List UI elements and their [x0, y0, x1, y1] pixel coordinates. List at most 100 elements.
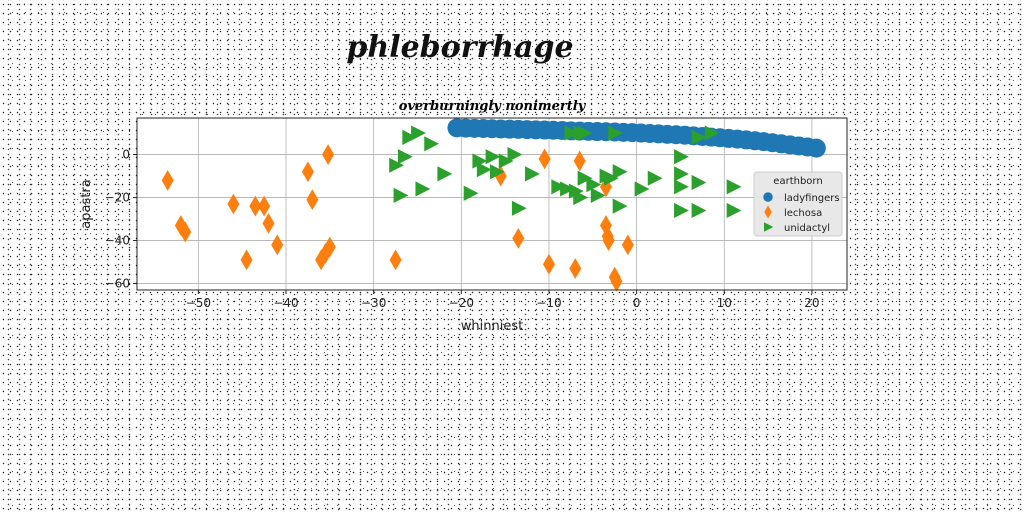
unidactyl-point [691, 174, 707, 191]
unidactyl-point [551, 179, 567, 195]
unidactyl-point [586, 177, 602, 193]
unidactyl-point [674, 166, 689, 182]
x-axis-label: whinniest [461, 319, 523, 334]
legend-title: earthborn [773, 176, 822, 187]
unidactyl-point [691, 129, 707, 145]
lechosa-point [227, 193, 240, 215]
lechosa-point [610, 271, 623, 292]
y-tick-label: −40 [105, 234, 130, 248]
lechosa-point [389, 249, 402, 271]
unidactyl-point [560, 181, 575, 197]
unidactyl-point [389, 157, 404, 173]
unidactyl-point [573, 189, 589, 206]
y-axis-ticks: 0 −20 −40 −60 [105, 148, 137, 291]
lechosa-point [602, 230, 615, 251]
legend-marker [764, 222, 774, 232]
lechosa-point [249, 195, 262, 217]
unidactyl-point [507, 146, 523, 163]
y-tick-label: −20 [105, 191, 130, 205]
lechosa-point [494, 165, 507, 187]
lechosa-point [569, 258, 582, 279]
legend-item: ladyfingers [763, 192, 840, 204]
lechosa-point [542, 253, 555, 275]
unidactyl-point [612, 198, 628, 214]
unidactyl-point [525, 166, 540, 182]
unidactyl-point [397, 149, 413, 165]
y-tick-label: −60 [105, 277, 130, 291]
unidactyl-point [691, 202, 707, 219]
lechosa-point [161, 169, 174, 191]
unidactyl-point [393, 187, 409, 203]
unidactyl-point [726, 202, 742, 219]
unidactyl-point [476, 162, 492, 178]
unidactyl-point [612, 164, 628, 180]
lechosa-point [599, 176, 612, 198]
lechosa-point [262, 212, 275, 234]
unidactyl-point [590, 187, 606, 203]
unidactyl-point [424, 136, 440, 152]
legend-marker [763, 192, 773, 202]
unidactyl-point [704, 125, 720, 141]
lechosa-point [573, 150, 586, 172]
unidactyl-point [608, 125, 624, 141]
legend-items: ladyfingers lechosa unidactyl [763, 192, 840, 234]
x-tick-label: 20 [804, 296, 819, 310]
unidactyl-point [726, 179, 742, 195]
unidactyl-point [577, 125, 593, 141]
lechosa-point [271, 234, 284, 256]
x-axis-ticks: −50 −40 −30 −20 −10 0 10 20 [186, 290, 820, 310]
x-tick-label: 10 [717, 296, 732, 310]
unidactyl-point [511, 200, 527, 216]
unidactyl-point [498, 153, 514, 169]
unidactyl-point [674, 149, 689, 165]
chart-title: overburningly nonimertly [399, 99, 587, 114]
legend: earthborn ladyfingers lechosa unidactyl [753, 171, 843, 237]
lechosa-point [621, 234, 634, 256]
lechosa-point [538, 148, 551, 170]
legend-label: ladyfingers [784, 193, 840, 204]
unidactyl-point [568, 183, 584, 199]
x-tick-label: −20 [449, 296, 474, 310]
plot-frame [136, 117, 848, 291]
legend-item: lechosa [764, 205, 822, 219]
unidactyl-point [634, 181, 650, 197]
unidactyl-point [402, 129, 418, 145]
lechosa-point [258, 195, 271, 217]
series-unidactyl [389, 125, 742, 219]
legend-item: unidactyl [764, 222, 830, 234]
unidactyl-point [463, 185, 479, 201]
unidactyl-point [603, 170, 619, 186]
x-tick-label: 0 [633, 296, 641, 310]
series-lechosa [161, 144, 634, 292]
x-tick-label: −50 [186, 296, 211, 310]
lechosa-point [512, 228, 525, 249]
lechosa-point [179, 221, 192, 243]
unidactyl-point [437, 166, 453, 182]
y-axis-label: apastra [79, 179, 94, 228]
unidactyl-point [411, 125, 426, 141]
legend-label: lechosa [784, 208, 822, 219]
unidactyl-point [674, 202, 689, 219]
unidactyl-point [564, 125, 580, 141]
legend-marker [764, 205, 772, 219]
lechosa-point [240, 249, 253, 271]
figure-title: phleborrhage [346, 30, 574, 65]
unidactyl-point [577, 170, 593, 186]
x-tick-label: −40 [273, 296, 298, 310]
lechosa-point [323, 236, 336, 258]
data-series [161, 118, 826, 292]
legend-label: unidactyl [784, 223, 830, 234]
unidactyl-point [489, 164, 505, 180]
unidactyl-point [415, 181, 431, 197]
unidactyl-point [647, 170, 663, 186]
unidactyl-point [472, 153, 488, 169]
x-tick-label: −30 [361, 296, 386, 310]
unidactyl-point [485, 149, 501, 165]
x-tick-label: −10 [536, 296, 561, 310]
lechosa-point [301, 161, 314, 183]
lechosa-point [322, 144, 335, 165]
y-tick-label: 0 [122, 148, 130, 162]
ladyfingers-point [806, 138, 826, 158]
lechosa-point [306, 189, 319, 211]
